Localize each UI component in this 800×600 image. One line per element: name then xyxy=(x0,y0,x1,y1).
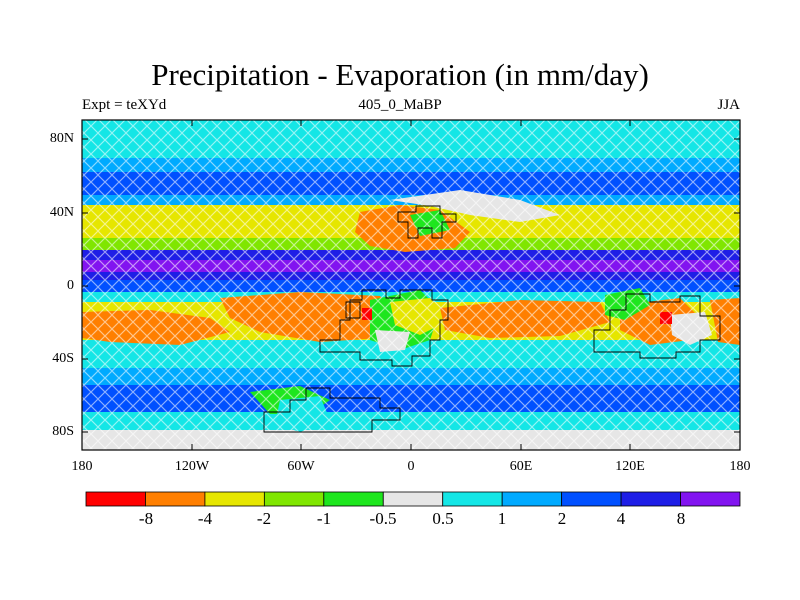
y-tick-marks xyxy=(82,138,740,433)
colorbar xyxy=(85,491,741,507)
plot-title: Precipitation - Evaporation (in mm/day) xyxy=(151,57,649,92)
colorbar-label: -8 xyxy=(138,509,154,528)
x-tick-180w: 180 xyxy=(71,459,93,474)
colorbar-label: 4 xyxy=(616,509,626,528)
colorbar-box xyxy=(263,491,325,507)
colorbar-box xyxy=(680,491,741,507)
y-tick-80s: 80S xyxy=(52,424,74,439)
colorbar-box xyxy=(204,491,265,507)
colorbar-box xyxy=(85,491,146,507)
coastline-australia xyxy=(593,293,721,359)
coastlines xyxy=(263,205,721,433)
colorbar-label: 0.5 xyxy=(432,509,454,528)
x-tick-marks xyxy=(191,120,631,450)
x-tick-120w: 120W xyxy=(174,459,210,474)
colorbar-box xyxy=(442,491,503,507)
colorbar-box xyxy=(501,491,563,507)
y-tick-40s: 40S xyxy=(52,351,74,366)
x-tick-60w: 60W xyxy=(287,459,315,474)
coastline-central-continent xyxy=(319,289,449,367)
colorbar-label: -0.5 xyxy=(369,509,397,528)
x-tick-180e: 180 xyxy=(729,459,751,474)
colorbar-box xyxy=(145,491,206,507)
x-tick-0: 0 xyxy=(407,459,415,474)
colorbar-box xyxy=(323,491,384,507)
y-tick-0: 0 xyxy=(67,278,74,293)
colorbar-box xyxy=(382,491,444,507)
season-label: JJA xyxy=(717,97,740,113)
map-field xyxy=(82,120,740,450)
colorbar-label: 1 xyxy=(497,509,507,528)
colorbar-box xyxy=(561,491,622,507)
experiment-label: Expt = teXYd xyxy=(82,97,167,113)
colorbar-label: -1 xyxy=(316,509,332,528)
y-tick-80n: 80N xyxy=(49,131,74,146)
colorbar-box xyxy=(620,491,681,507)
colorbar-label: -4 xyxy=(197,509,213,528)
coastline-southern xyxy=(263,387,401,433)
x-tick-60e: 60E xyxy=(509,459,533,474)
coastline-asia xyxy=(397,205,457,239)
colorbar-label: -2 xyxy=(256,509,272,528)
coastline-island xyxy=(345,301,361,319)
y-tick-40n: 40N xyxy=(49,205,74,220)
hatch-overlay xyxy=(82,120,740,450)
colorbar-label: 2 xyxy=(557,509,567,528)
x-tick-120e: 120E xyxy=(615,459,645,474)
time-label: 405_0_MaBP xyxy=(358,97,442,113)
colorbar-label: 8 xyxy=(676,509,686,528)
